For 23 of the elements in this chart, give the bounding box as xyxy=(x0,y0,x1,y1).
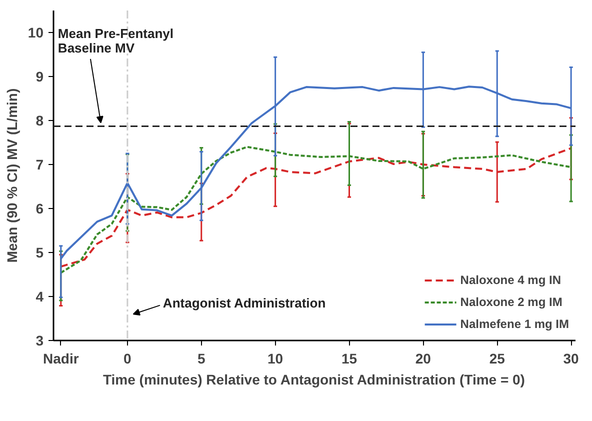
x-tick-label: Nadir xyxy=(43,350,80,366)
y-tick-label: 10 xyxy=(28,24,44,40)
y-tick-label: 4 xyxy=(36,288,44,304)
y-axis-title: Mean (90 % CI) MV (L/min) xyxy=(4,88,20,263)
legend-label: Naloxone 4 mg IN xyxy=(460,273,561,287)
x-tick-label: 15 xyxy=(341,350,358,366)
x-tick-label: 5 xyxy=(197,350,206,366)
annotation: Mean Pre-Fentanyl Baseline MV xyxy=(58,26,174,56)
x-tick-label: 10 xyxy=(268,350,284,366)
x-axis-title: Time (minutes) Relative to Antagonist Administration (Time = 0) xyxy=(102,372,525,388)
x-tick-label: 0 xyxy=(124,350,132,366)
y-tick-label: 9 xyxy=(36,68,44,84)
x-tick-label: 30 xyxy=(563,350,580,366)
legend-label: Naloxone 2 mg IM xyxy=(460,295,562,309)
y-tick-label: 3 xyxy=(36,332,44,348)
legend-label: Nalmefene 1 mg IM xyxy=(460,317,569,331)
x-tick-label: 25 xyxy=(489,350,506,366)
annotation: Antagonist Administration xyxy=(162,296,326,311)
y-tick-label: 6 xyxy=(36,200,44,216)
y-tick-label: 7 xyxy=(36,156,44,172)
x-tick-label: 20 xyxy=(415,350,432,366)
y-tick-label: 5 xyxy=(36,244,44,260)
y-tick-label: 8 xyxy=(36,112,44,128)
